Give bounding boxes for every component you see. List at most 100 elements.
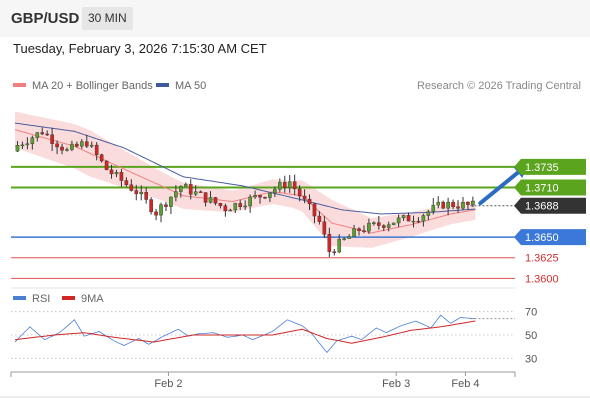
candle-39 <box>208 197 213 203</box>
candle-38 <box>203 192 208 203</box>
candle-68 <box>352 228 356 237</box>
candle-57 <box>297 188 302 197</box>
legend-rsi: RSI <box>13 293 50 305</box>
candle-29 <box>159 204 163 216</box>
candle-21 <box>119 172 124 181</box>
level-labels: 1.3735 1.3710 1.3688 1.3650 1.3625 1.3600 <box>514 158 586 285</box>
level-label-5: 1.3600 <box>525 273 559 285</box>
rsi-tick-0: 70 <box>525 307 537 319</box>
ma20-swatch <box>13 83 26 88</box>
level-tag-0 <box>514 158 586 175</box>
candle-47 <box>248 196 252 207</box>
candle-43 <box>228 209 233 212</box>
candle-71 <box>367 222 371 232</box>
candle-50 <box>263 196 267 199</box>
candle-86 <box>441 201 445 209</box>
time-axis: Feb 2 Feb 3 Feb 4 <box>0 371 590 398</box>
candle-56 <box>292 181 297 190</box>
candle-60 <box>312 203 317 217</box>
candle-78 <box>401 215 406 219</box>
level-label-0: 1.3735 <box>514 158 586 175</box>
candle-70 <box>362 230 366 232</box>
interval-button[interactable]: 30 MIN <box>82 7 133 30</box>
ma50-line <box>14 122 476 215</box>
candle-36 <box>193 191 198 195</box>
candle-51 <box>268 192 272 198</box>
rsi-ma-swatch <box>62 296 75 301</box>
candle-79 <box>406 215 411 222</box>
candle-84 <box>431 204 436 212</box>
legend-ma50-label: MA 50 <box>175 80 207 92</box>
candle-83 <box>426 211 431 216</box>
candle-6 <box>45 133 49 136</box>
candle-28 <box>154 211 158 216</box>
level-text-4: 1.3625 <box>525 253 559 265</box>
candle-16 <box>94 144 99 155</box>
candle-88 <box>451 201 455 208</box>
moving-averages <box>14 122 476 234</box>
candle-92 <box>471 200 475 205</box>
candle-44 <box>233 203 238 211</box>
legend-rsi-label: RSI <box>32 293 51 305</box>
candle-4 <box>35 132 40 138</box>
candle-7 <box>50 134 54 144</box>
candle-24 <box>134 190 139 195</box>
candle-66 <box>342 238 346 240</box>
candle-52 <box>273 189 277 194</box>
arrow-shaft <box>478 170 520 206</box>
level-tag-1 <box>514 179 586 196</box>
x-tick-label-0: Feb 2 <box>154 378 182 390</box>
candle-35 <box>188 184 193 195</box>
candle-0 <box>15 145 20 152</box>
chart-header: GBP/USD 30 MIN <box>0 0 590 37</box>
level-text-2: 1.3688 <box>525 201 559 213</box>
level-tag-2 <box>514 197 586 214</box>
candle-54 <box>282 182 287 189</box>
level-label-3: 1.3650 <box>514 229 586 246</box>
candle-19 <box>109 169 114 175</box>
rsi-line <box>14 314 476 354</box>
candle-82 <box>421 215 426 222</box>
candle-62 <box>322 221 327 235</box>
candle-42 <box>223 205 228 212</box>
level-text-3: 1.3650 <box>525 232 559 244</box>
candle-58 <box>302 195 307 200</box>
candle-13 <box>80 141 84 147</box>
level-label-4: 1.3625 <box>525 253 559 265</box>
candle-17 <box>99 154 104 162</box>
x-tick-label-1: Feb 3 <box>382 378 410 390</box>
level-label-2: 1.3688 <box>514 197 586 214</box>
candle-91 <box>466 202 470 205</box>
candle-9 <box>60 146 64 151</box>
candle-11 <box>70 143 74 150</box>
candle-37 <box>198 191 203 193</box>
legend-ma50: MA 50 <box>156 80 206 92</box>
level-tag-3 <box>514 229 586 246</box>
candle-74 <box>381 225 386 228</box>
candle-12 <box>75 143 79 147</box>
candle-3 <box>30 137 35 144</box>
rsi-tick-1: 50 <box>525 330 537 342</box>
candle-76 <box>391 222 396 225</box>
candle-72 <box>372 222 376 224</box>
level-text-0: 1.3735 <box>525 162 559 174</box>
candle-8 <box>55 143 59 148</box>
candle-48 <box>253 195 257 198</box>
candles <box>15 127 475 258</box>
candle-46 <box>243 205 247 208</box>
ma50-swatch <box>156 83 169 88</box>
legend-rsi-ma: 9MA <box>62 293 104 305</box>
bollinger-band <box>15 111 476 248</box>
candle-15 <box>89 144 94 147</box>
candle-61 <box>317 215 322 222</box>
x-tick-label-2: Feb 4 <box>451 378 479 390</box>
credit-text: Research © 2026 Trading Central <box>416 80 581 92</box>
level-text-1: 1.3710 <box>525 183 559 195</box>
level-label-1: 1.3710 <box>514 179 586 196</box>
candle-90 <box>461 202 465 209</box>
candle-34 <box>183 184 188 187</box>
ma20-line <box>14 129 476 234</box>
candle-73 <box>377 222 381 226</box>
rsi-tick-2: 30 <box>525 353 537 365</box>
